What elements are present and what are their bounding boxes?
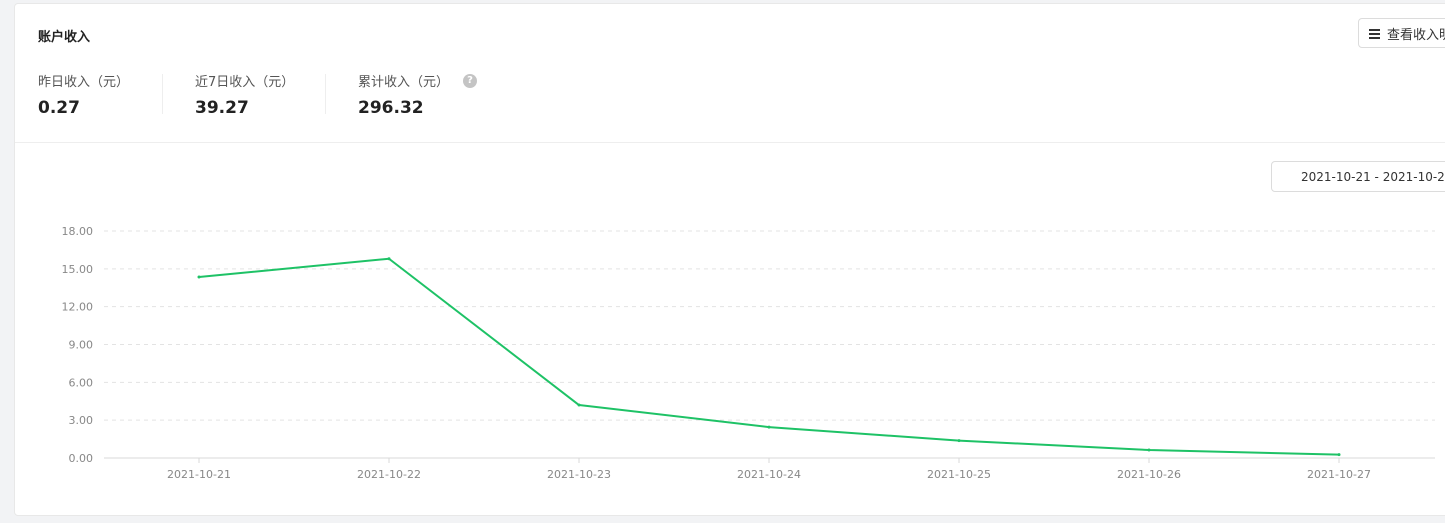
data-point[interactable] xyxy=(197,275,201,279)
income-series-line xyxy=(198,257,1340,456)
stat-7days-label: 近7日收入（元） xyxy=(195,75,295,90)
stat-yesterday-label: 昨日收入（元） xyxy=(38,75,130,90)
stat-7days: 近7日收入（元） 39.27 xyxy=(195,71,294,118)
view-income-detail-button[interactable]: 查看收入明细 xyxy=(1358,18,1445,48)
income-card: 账户收入 查看收入明细 昨日收入（元） 0.27 近7日收入（元） 39.27 … xyxy=(14,3,1445,516)
data-point[interactable] xyxy=(387,257,391,261)
stat-total: 累计收入（元） ? 296.32 xyxy=(358,71,478,118)
date-range-value: 2021-10-21 - 2021-10-27 xyxy=(1301,169,1445,184)
data-point[interactable] xyxy=(767,425,771,429)
stat-total-value: 296.32 xyxy=(358,98,424,118)
help-icon[interactable]: ? xyxy=(463,73,478,88)
y-tick-label: 9.00 xyxy=(69,339,94,352)
x-tick-label: 2021-10-24 xyxy=(737,468,801,481)
x-tick-label: 2021-10-27 xyxy=(1307,468,1371,481)
x-tick-label: 2021-10-22 xyxy=(357,468,421,481)
stat-yesterday-value: 0.27 xyxy=(38,98,80,118)
data-point[interactable] xyxy=(577,403,581,407)
data-point[interactable] xyxy=(1147,448,1151,452)
x-tick-label: 2021-10-25 xyxy=(927,468,991,481)
x-tick-label: 2021-10-23 xyxy=(547,468,611,481)
menu-icon xyxy=(1369,28,1380,39)
stat-divider xyxy=(325,74,326,114)
stat-7days-value: 39.27 xyxy=(195,98,249,118)
data-point[interactable] xyxy=(1337,453,1341,457)
y-tick-label: 3.00 xyxy=(69,414,94,427)
stat-total-label: 累计收入（元） xyxy=(358,75,450,90)
x-tick-label: 2021-10-26 xyxy=(1117,468,1181,481)
x-tick-label: 2021-10-21 xyxy=(167,468,231,481)
stat-total-label-row: 累计收入（元） ? xyxy=(358,71,478,90)
stat-yesterday: 昨日收入（元） 0.27 xyxy=(38,71,129,118)
view-income-detail-label: 查看收入明细 xyxy=(1387,27,1445,43)
y-tick-label: 6.00 xyxy=(69,376,94,389)
y-tick-label: 15.00 xyxy=(62,263,94,276)
date-range-picker[interactable]: 2021-10-21 - 2021-10-27 xyxy=(1271,161,1445,192)
card-header: 账户收入 查看收入明细 昨日收入（元） 0.27 近7日收入（元） 39.27 … xyxy=(15,4,1445,143)
y-tick-label: 18.00 xyxy=(62,225,94,238)
y-tick-label: 0.00 xyxy=(69,452,94,465)
page-title: 账户收入 xyxy=(38,30,91,45)
y-tick-label: 12.00 xyxy=(62,301,94,314)
data-point[interactable] xyxy=(957,439,961,443)
stat-divider xyxy=(162,74,163,114)
